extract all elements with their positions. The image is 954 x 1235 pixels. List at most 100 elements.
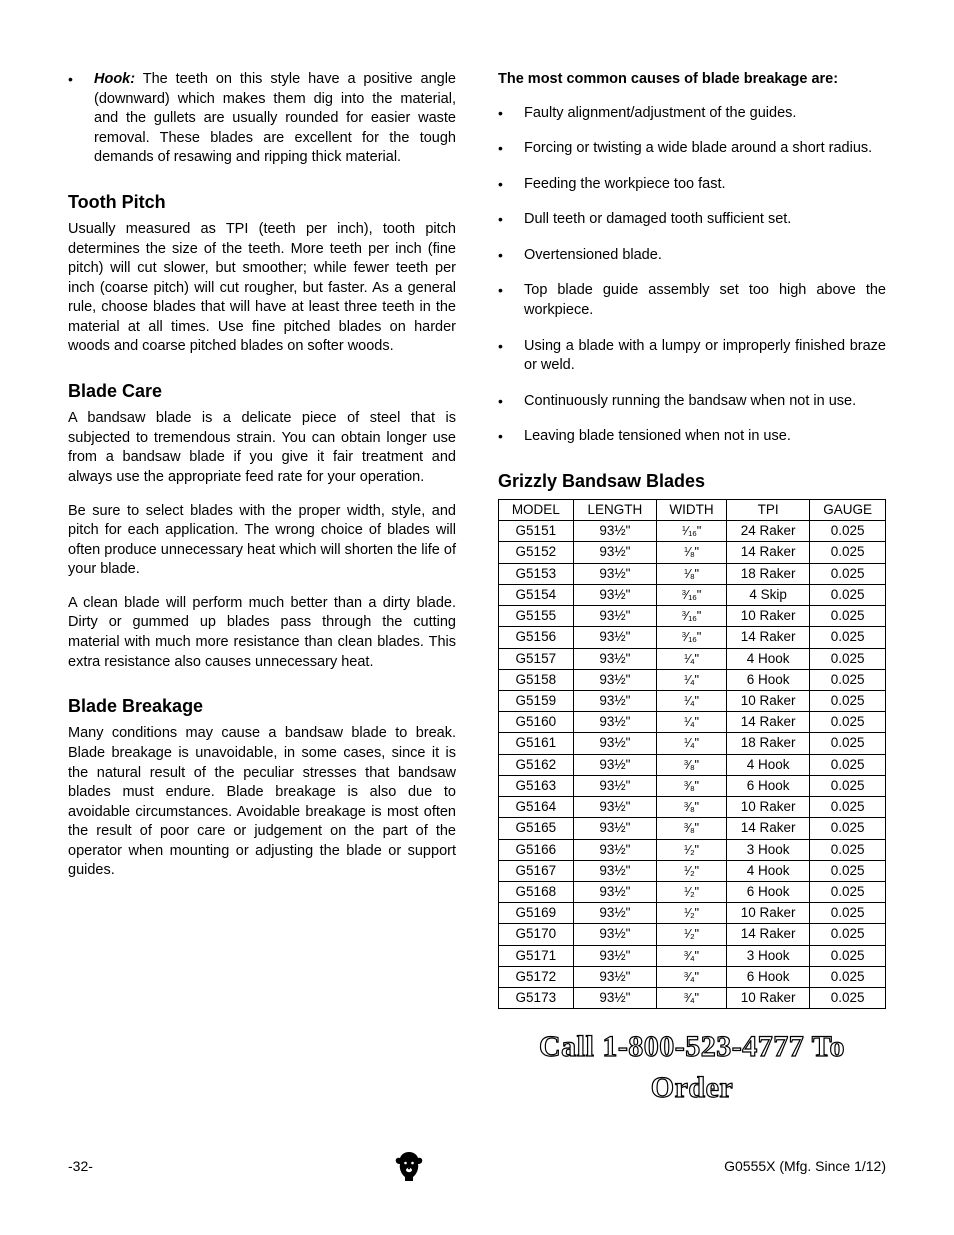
bullet-icon: • bbox=[498, 104, 524, 123]
table-cell: G5164 bbox=[499, 797, 574, 818]
table-row: G516893½"1⁄2"6 Hook0.025 bbox=[499, 881, 886, 902]
hook-lead: Hook: bbox=[94, 71, 135, 87]
table-cell: 93½" bbox=[573, 691, 656, 712]
table-row: G516793½"1⁄2"4 Hook0.025 bbox=[499, 860, 886, 881]
table-row: G516093½"1⁄4"14 Raker0.025 bbox=[499, 712, 886, 733]
table-cell: 6 Hook bbox=[726, 775, 810, 796]
table-cell: 93½" bbox=[573, 521, 656, 542]
table-cell: 4 Hook bbox=[726, 754, 810, 775]
table-cell: 1⁄8" bbox=[657, 542, 727, 563]
table-row: G515593½"3⁄16"10 Raker0.025 bbox=[499, 606, 886, 627]
table-cell: G5168 bbox=[499, 881, 574, 902]
table-cell: 93½" bbox=[573, 584, 656, 605]
table-cell: 4 Skip bbox=[726, 584, 810, 605]
table-cell: 3⁄16" bbox=[657, 584, 727, 605]
table-cell: 3⁄16" bbox=[657, 606, 727, 627]
table-cell: 0.025 bbox=[810, 988, 886, 1009]
cause-item: •Overtensioned blade. bbox=[498, 246, 886, 266]
table-cell: 1⁄4" bbox=[657, 712, 727, 733]
table-header-cell: MODEL bbox=[499, 500, 574, 521]
table-cell: 1⁄2" bbox=[657, 924, 727, 945]
cause-item: •Forcing or twisting a wide blade around… bbox=[498, 139, 886, 159]
blade-breakage-heading: Blade Breakage bbox=[68, 694, 456, 718]
table-cell: 0.025 bbox=[810, 966, 886, 987]
table-row: G516493½"3⁄8"10 Raker0.025 bbox=[499, 797, 886, 818]
table-header-cell: GAUGE bbox=[810, 500, 886, 521]
table-cell: 0.025 bbox=[810, 881, 886, 902]
table-header-cell: LENGTH bbox=[573, 500, 656, 521]
table-cell: 0.025 bbox=[810, 924, 886, 945]
table-cell: 3⁄8" bbox=[657, 775, 727, 796]
table-cell: 10 Raker bbox=[726, 606, 810, 627]
bullet-icon: • bbox=[498, 210, 524, 229]
table-cell: 4 Hook bbox=[726, 860, 810, 881]
two-column-layout: • Hook: The teeth on this style have a p… bbox=[68, 70, 886, 1108]
table-cell: G5155 bbox=[499, 606, 574, 627]
table-row: G517293½"3⁄4"6 Hook0.025 bbox=[499, 966, 886, 987]
cause-item: •Top blade guide assembly set too high a… bbox=[498, 281, 886, 320]
table-cell: G5172 bbox=[499, 966, 574, 987]
table-row: G517193½"3⁄4"3 Hook0.025 bbox=[499, 945, 886, 966]
call-to-order: Call 1-800-523-4777 To Order bbox=[498, 1027, 886, 1108]
page-number: -32- bbox=[68, 1157, 93, 1176]
causes-list: •Faulty alignment/adjustment of the guid… bbox=[498, 104, 886, 447]
cause-item: •Leaving blade tensioned when not in use… bbox=[498, 427, 886, 447]
table-cell: 14 Raker bbox=[726, 542, 810, 563]
table-cell: 0.025 bbox=[810, 669, 886, 690]
cause-item: •Faulty alignment/adjustment of the guid… bbox=[498, 104, 886, 124]
table-cell: G5154 bbox=[499, 584, 574, 605]
table-cell: 14 Raker bbox=[726, 712, 810, 733]
table-cell: 1⁄2" bbox=[657, 881, 727, 902]
right-column: The most common causes of blade breakage… bbox=[498, 70, 886, 1108]
table-cell: 93½" bbox=[573, 669, 656, 690]
table-cell: 10 Raker bbox=[726, 903, 810, 924]
table-row: G515193½"1⁄16"24 Raker0.025 bbox=[499, 521, 886, 542]
table-cell: 18 Raker bbox=[726, 563, 810, 584]
table-cell: G5166 bbox=[499, 839, 574, 860]
table-cell: 93½" bbox=[573, 988, 656, 1009]
table-cell: 1⁄4" bbox=[657, 691, 727, 712]
cause-text: Continuously running the bandsaw when no… bbox=[524, 392, 886, 412]
table-cell: 6 Hook bbox=[726, 966, 810, 987]
table-cell: 93½" bbox=[573, 966, 656, 987]
table-cell: 0.025 bbox=[810, 648, 886, 669]
table-cell: G5152 bbox=[499, 542, 574, 563]
blades-table: MODELLENGTHWIDTHTPIGAUGE G515193½"1⁄16"2… bbox=[498, 499, 886, 1009]
table-cell: 1⁄2" bbox=[657, 860, 727, 881]
table-cell: 3⁄8" bbox=[657, 797, 727, 818]
table-cell: 93½" bbox=[573, 606, 656, 627]
cause-text: Using a blade with a lumpy or improperly… bbox=[524, 337, 886, 376]
table-cell: 10 Raker bbox=[726, 691, 810, 712]
table-cell: 93½" bbox=[573, 775, 656, 796]
table-cell: 1⁄4" bbox=[657, 669, 727, 690]
table-cell: 93½" bbox=[573, 797, 656, 818]
table-cell: 93½" bbox=[573, 733, 656, 754]
table-row: G517093½"1⁄2"14 Raker0.025 bbox=[499, 924, 886, 945]
table-cell: 1⁄4" bbox=[657, 733, 727, 754]
cause-text: Overtensioned blade. bbox=[524, 246, 886, 266]
bullet-icon: • bbox=[498, 392, 524, 411]
table-row: G516293½"3⁄8"4 Hook0.025 bbox=[499, 754, 886, 775]
table-cell: 93½" bbox=[573, 860, 656, 881]
table-cell: 0.025 bbox=[810, 606, 886, 627]
table-cell: 6 Hook bbox=[726, 881, 810, 902]
table-cell: 3 Hook bbox=[726, 945, 810, 966]
table-cell: 14 Raker bbox=[726, 627, 810, 648]
table-row: G515893½"1⁄4"6 Hook0.025 bbox=[499, 669, 886, 690]
table-cell: G5171 bbox=[499, 945, 574, 966]
table-cell: 24 Raker bbox=[726, 521, 810, 542]
bullet-icon: • bbox=[498, 337, 524, 356]
table-cell: G5167 bbox=[499, 860, 574, 881]
table-cell: 93½" bbox=[573, 945, 656, 966]
table-cell: 6 Hook bbox=[726, 669, 810, 690]
cause-item: •Feeding the workpiece too fast. bbox=[498, 175, 886, 195]
table-header-row: MODELLENGTHWIDTHTPIGAUGE bbox=[499, 500, 886, 521]
table-cell: 14 Raker bbox=[726, 818, 810, 839]
blade-care-heading: Blade Care bbox=[68, 379, 456, 403]
hook-body: The teeth on this style have a positive … bbox=[94, 71, 456, 165]
blade-breakage-body: Many conditions may cause a bandsaw blad… bbox=[68, 724, 456, 881]
table-cell: 3⁄4" bbox=[657, 988, 727, 1009]
table-cell: 4 Hook bbox=[726, 648, 810, 669]
table-cell: G5161 bbox=[499, 733, 574, 754]
table-header-cell: WIDTH bbox=[657, 500, 727, 521]
